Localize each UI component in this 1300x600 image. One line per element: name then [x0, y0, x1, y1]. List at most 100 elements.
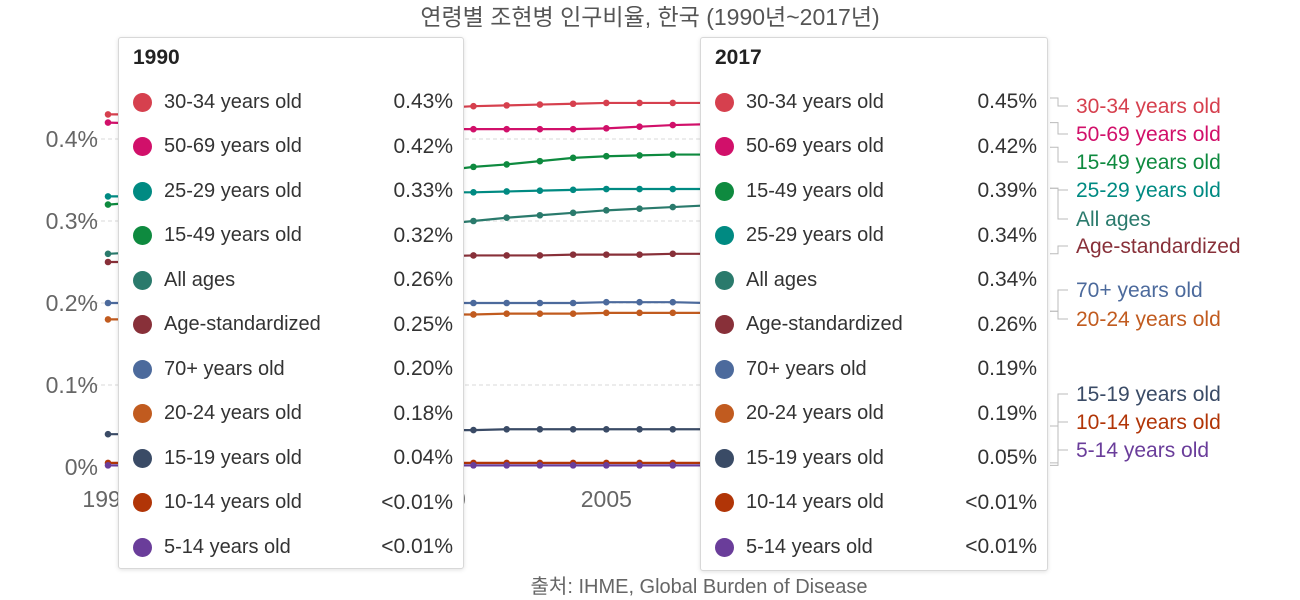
data-point[interactable]: [470, 299, 477, 307]
data-point[interactable]: [569, 462, 577, 469]
series-end-label[interactable]: 25-29 years old: [1076, 179, 1221, 202]
data-point[interactable]: [104, 462, 112, 469]
data-point[interactable]: [470, 252, 477, 259]
data-point[interactable]: [536, 125, 544, 133]
data-point[interactable]: [669, 151, 677, 158]
data-point[interactable]: [503, 310, 510, 317]
data-point[interactable]: [503, 299, 510, 307]
data-point[interactable]: [603, 125, 610, 132]
data-point[interactable]: [470, 426, 477, 434]
data-point[interactable]: [669, 185, 677, 193]
data-point[interactable]: [603, 298, 610, 306]
data-point[interactable]: [669, 121, 677, 129]
data-point[interactable]: [603, 185, 610, 193]
series-end-label[interactable]: 15-49 years old: [1076, 151, 1221, 174]
data-point[interactable]: [470, 217, 477, 225]
series-end-label[interactable]: 70+ years old: [1076, 279, 1203, 302]
tooltip-year: 2017: [715, 46, 762, 69]
series-end-label[interactable]: 20-24 years old: [1076, 308, 1221, 331]
data-point[interactable]: [104, 201, 112, 208]
series-end-label[interactable]: 50-69 years old: [1076, 123, 1221, 146]
series-end-label[interactable]: Age-standardized: [1076, 235, 1241, 258]
data-point[interactable]: [636, 425, 643, 433]
data-point[interactable]: [569, 100, 577, 108]
data-point[interactable]: [470, 125, 477, 133]
data-point[interactable]: [569, 310, 577, 317]
data-point[interactable]: [669, 462, 677, 469]
data-point[interactable]: [603, 425, 610, 433]
data-point[interactable]: [569, 299, 577, 307]
data-point[interactable]: [503, 252, 510, 259]
data-point[interactable]: [470, 311, 477, 318]
data-point[interactable]: [669, 99, 677, 107]
data-point[interactable]: [636, 99, 643, 107]
data-point[interactable]: [569, 209, 577, 217]
data-point[interactable]: [569, 125, 577, 133]
data-point[interactable]: [636, 462, 643, 469]
data-point[interactable]: [636, 205, 643, 212]
data-point[interactable]: [536, 252, 544, 259]
data-point[interactable]: [669, 309, 677, 317]
data-point[interactable]: [669, 298, 677, 306]
data-point[interactable]: [503, 102, 510, 109]
data-point[interactable]: [503, 425, 510, 433]
data-point[interactable]: [104, 299, 112, 307]
tooltip-series-label: 10-14 years old: [164, 491, 302, 513]
data-point[interactable]: [603, 251, 610, 258]
data-point[interactable]: [503, 188, 510, 195]
series-end-label[interactable]: 5-14 years old: [1076, 439, 1209, 462]
data-point[interactable]: [536, 187, 544, 194]
series-end-label[interactable]: 10-14 years old: [1076, 411, 1221, 434]
data-point[interactable]: [603, 152, 610, 160]
data-point[interactable]: [636, 309, 643, 317]
data-point[interactable]: [603, 309, 610, 317]
data-point[interactable]: [470, 102, 477, 110]
data-point[interactable]: [569, 425, 577, 433]
data-point[interactable]: [104, 111, 112, 118]
data-point[interactable]: [536, 101, 544, 108]
data-point[interactable]: [603, 462, 610, 469]
data-point[interactable]: [636, 298, 643, 306]
data-point[interactable]: [104, 250, 112, 258]
tooltip-series-label: 15-49 years old: [746, 179, 884, 202]
data-point[interactable]: [569, 251, 577, 258]
data-point[interactable]: [669, 425, 677, 433]
data-point[interactable]: [536, 299, 544, 307]
data-point[interactable]: [636, 152, 643, 159]
tooltip-series-label: 25-29 years old: [164, 179, 302, 202]
data-point[interactable]: [636, 251, 643, 258]
data-point[interactable]: [636, 123, 643, 130]
data-point[interactable]: [536, 310, 544, 317]
data-point[interactable]: [503, 125, 510, 133]
data-point[interactable]: [669, 203, 677, 211]
data-point[interactable]: [536, 462, 544, 469]
series-end-label[interactable]: All ages: [1076, 208, 1151, 231]
y-tick-label: 0.3%: [46, 208, 98, 234]
series-end-label[interactable]: 15-19 years old: [1076, 383, 1221, 406]
data-point[interactable]: [104, 430, 112, 438]
data-point[interactable]: [569, 186, 577, 194]
data-point[interactable]: [603, 99, 610, 107]
data-point[interactable]: [104, 258, 112, 266]
series-end-label[interactable]: 30-34 years old: [1076, 95, 1221, 118]
legend-dot-icon: [715, 92, 734, 112]
data-point[interactable]: [503, 462, 510, 469]
y-tick-label: 0.4%: [46, 126, 98, 152]
data-point[interactable]: [569, 154, 577, 162]
legend-dot-icon: [133, 315, 152, 334]
data-point[interactable]: [669, 250, 677, 258]
data-point[interactable]: [536, 425, 544, 433]
data-point[interactable]: [104, 316, 112, 323]
tooltip-series-label: 25-29 years old: [746, 224, 884, 246]
data-point[interactable]: [104, 119, 112, 126]
data-point[interactable]: [603, 207, 610, 214]
data-point[interactable]: [470, 462, 477, 469]
data-point[interactable]: [503, 161, 510, 168]
data-point[interactable]: [104, 193, 112, 200]
data-point[interactable]: [536, 157, 544, 165]
data-point[interactable]: [636, 185, 643, 193]
data-point[interactable]: [503, 214, 510, 222]
data-point[interactable]: [470, 163, 477, 171]
data-point[interactable]: [536, 211, 544, 219]
data-point[interactable]: [470, 189, 477, 196]
